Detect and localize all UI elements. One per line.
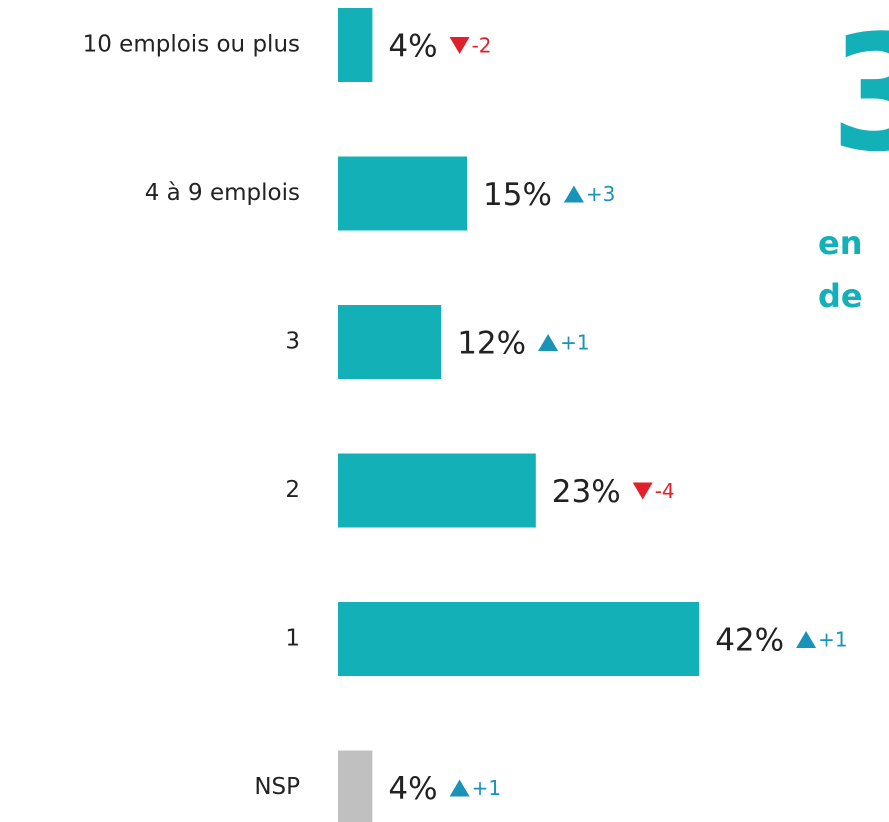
up-arrow	[796, 631, 817, 648]
value-label: 4%	[388, 771, 437, 807]
category-label: 4 à 9 emplois	[145, 180, 300, 206]
value-label: 42%	[715, 623, 784, 659]
up-arrow	[538, 334, 559, 351]
up-arrow	[449, 779, 470, 797]
bar	[338, 156, 467, 231]
change-label: +1	[818, 628, 847, 652]
value-label: 12%	[457, 326, 526, 362]
bar	[338, 8, 373, 82]
up-arrow	[563, 185, 584, 203]
bar	[338, 750, 373, 822]
down-arrow	[632, 482, 653, 500]
bar	[338, 453, 536, 528]
annotation-text: de	[818, 277, 863, 315]
category-label: 2	[285, 477, 300, 503]
category-label: NSP	[254, 774, 300, 800]
change-label: -4	[655, 479, 675, 503]
annotation-text: en	[818, 224, 862, 262]
category-label: 1	[285, 626, 300, 652]
change-label: -2	[472, 34, 492, 58]
category-label: 3	[285, 329, 300, 355]
value-label: 23%	[552, 474, 621, 510]
change-label: +1	[560, 331, 589, 355]
change-label: +1	[472, 776, 501, 800]
bar	[338, 305, 442, 379]
value-label: 15%	[483, 177, 552, 213]
category-label: 10 emplois ou plus	[83, 32, 300, 58]
down-arrow	[449, 37, 470, 54]
value-label: 4%	[388, 29, 437, 65]
bar	[338, 602, 700, 676]
big-number: 3	[830, 0, 889, 187]
change-label: +3	[586, 182, 615, 206]
